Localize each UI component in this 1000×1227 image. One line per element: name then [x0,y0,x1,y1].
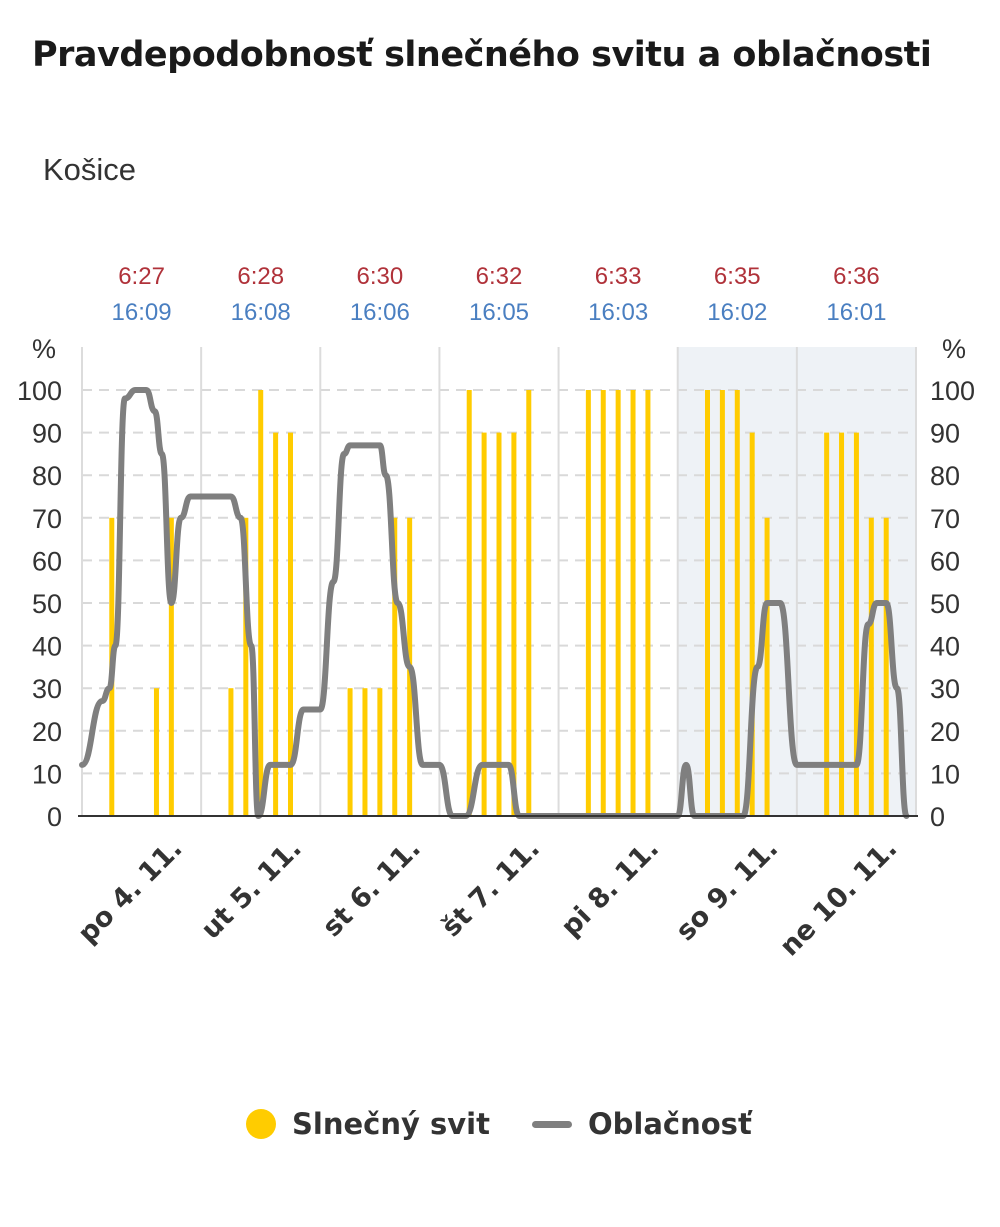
sunshine-bar [243,517,249,816]
sunset-time: 16:01 [826,299,886,326]
sunshine-bar [392,517,398,816]
sunshine-bar [749,432,755,816]
sunrise-time: 6:28 [237,263,284,290]
y-tick-label-left: 40 [32,632,62,662]
legend-label-cloudiness: Oblačnosť [588,1107,752,1141]
y-tick-label-left: 0 [47,802,62,832]
sunshine-bar [615,390,621,816]
y-tick-label-right: 40 [930,632,960,662]
y-tick-label-right: 0 [930,802,945,832]
y-axis-unit-right: % [942,334,966,364]
sunshine-bar [645,390,651,816]
y-tick-label-right: 50 [930,589,960,619]
sunshine-bar [347,688,353,816]
cloudiness-line [79,387,910,820]
sunshine-bar [466,390,472,816]
y-tick-label-right: 10 [930,759,960,789]
sunshine-bar [481,432,487,816]
y-tick-label-right: 60 [930,546,960,576]
y-tick-label-left: 10 [32,759,62,789]
x-tick-label: st 6. 11. [317,833,427,943]
sunshine-bar [883,517,889,816]
sunshine-bar [526,390,532,816]
y-tick-label-left: 50 [32,589,62,619]
sunrise-time: 6:32 [476,263,523,290]
legend-item-cloudiness[interactable]: Oblačnosť [532,1104,752,1144]
y-axis-unit-left: % [32,334,56,364]
sunset-time: 16:08 [231,299,291,326]
sunshine-bar [705,390,710,816]
sunset-time: 16:06 [350,299,410,326]
sunset-time: 16:02 [707,299,767,326]
sunset-time: 16:03 [588,299,648,326]
sunshine-cloudiness-chart: 0 0 10 10 20 20 30 30 40 40 50 50 60 60 70 70 80 80 90 90 10… [17,263,975,962]
x-tick-label: ut 5. 11. [195,833,307,945]
sunrise-time: 6:35 [714,263,761,290]
sunrise-time: 6:30 [356,263,403,290]
sunshine-bar [853,432,859,816]
x-tick-label: so 9. 11. [670,833,784,947]
sunshine-bar [288,432,293,816]
legend-label-sunshine: Slnečný svit [292,1107,490,1141]
chart-title: Pravdepodobnosť slnečného svitu a oblačn… [32,35,932,75]
sunshine-bar [839,432,845,816]
y-tick-label-left: 20 [32,717,62,747]
sunshine-bar [258,390,264,816]
sunshine-bar [496,432,502,816]
x-tick-label: pi 8. 11. [555,833,665,943]
sunshine-bar [719,390,725,816]
x-tick-label: ne 10. 11. [774,833,903,962]
y-tick-label-right: 80 [930,461,960,491]
sunrise-time: 6:36 [833,263,880,290]
sunshine-bar [630,390,636,816]
y-tick-label-right: 70 [930,504,960,534]
sunset-time: 16:05 [469,299,529,326]
sunrise-time: 6:33 [595,263,642,290]
sunshine-bar [764,517,770,816]
legend-item-sunshine[interactable]: Slnečný svit [246,1104,490,1144]
y-tick-label-right: 30 [930,674,960,704]
y-tick-label-left: 100 [17,376,62,406]
sunshine-bar [273,432,279,816]
legend: Slnečný svit Oblačnosť [0,1104,1000,1144]
y-tick-label-right: 90 [930,419,960,449]
x-tick-label: št 7. 11. [436,833,546,943]
y-tick-label-left: 30 [32,674,62,704]
y-tick-label-left: 80 [32,461,62,491]
y-tick-label-right: 100 [930,376,975,406]
chart-subtitle: Košice [43,152,137,187]
sunshine-bar [585,390,591,816]
x-tick-label: po 4. 11. [72,833,188,949]
y-tick-label-left: 60 [32,546,62,576]
sunshine-bar [168,517,174,816]
sunshine-bar [824,432,830,816]
sunshine-bar [868,517,874,816]
sunshine-bar [153,688,159,816]
sunshine-bar [511,432,517,816]
sunrise-time: 6:27 [118,263,165,290]
y-tick-label-left: 90 [32,419,62,449]
y-tick-label-right: 20 [930,717,960,747]
sunshine-bar [377,688,383,816]
sunshine-bar [228,688,234,816]
sunshine-bar [362,688,368,816]
sunshine-legend-marker [246,1109,276,1139]
sunshine-bar [600,390,606,816]
sunshine-bar [734,390,740,816]
y-tick-label-left: 70 [32,504,62,534]
cloudiness-legend-marker [532,1120,572,1128]
sunset-time: 16:09 [112,299,172,326]
